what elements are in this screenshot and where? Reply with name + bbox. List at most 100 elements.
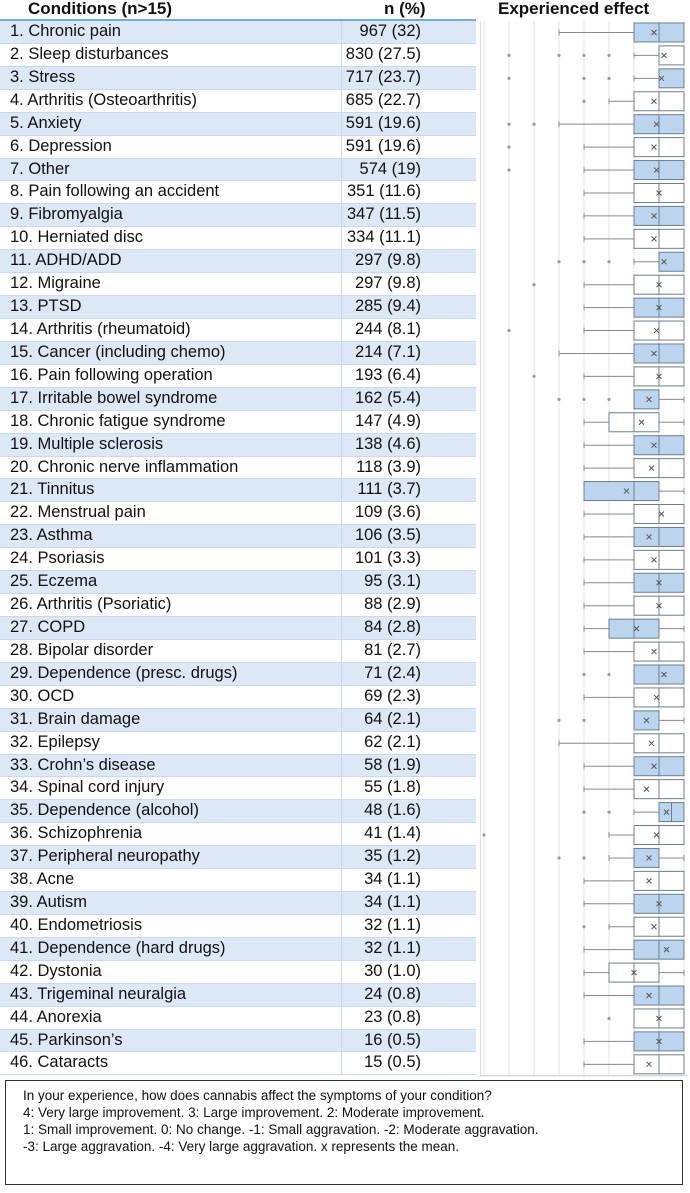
condition-label: 5. Anxiety — [10, 113, 82, 132]
condition-label: 39. Autism — [10, 893, 88, 912]
n-value: 48 (1.6) — [364, 801, 421, 820]
mean-marker — [651, 763, 657, 770]
column-separator — [341, 135, 342, 159]
table-row: 13. PTSD 285 (9.4) — [0, 296, 476, 319]
column-separator — [341, 777, 342, 801]
mean-marker — [656, 373, 662, 380]
column-separator — [341, 112, 342, 136]
condition-label: 26. Arthritis (Psoriatic) — [10, 595, 172, 614]
n-value: 334 (11.1) — [347, 228, 421, 247]
n-value: 591 (19.6) — [345, 136, 421, 155]
mean-marker — [643, 717, 650, 724]
table-row: 15. Cancer (including chemo) 214 (7.1) — [0, 341, 476, 365]
condition-label: 21. Tinnitus — [10, 480, 95, 499]
condition-label: 11. ADHD/ADD — [10, 251, 122, 270]
mean-marker — [646, 878, 652, 884]
outlier-point — [607, 53, 611, 57]
box — [633, 389, 660, 410]
outlier-point — [582, 856, 586, 860]
column-separator — [341, 754, 342, 778]
column-separator — [341, 43, 342, 67]
table-row: 11. ADHD/ADD 297 (9.8) — [0, 250, 476, 274]
column-separator — [341, 204, 342, 228]
table-row: 42. Dystonia 30 (1.0) — [0, 960, 476, 984]
box — [658, 45, 685, 66]
outlier-point — [507, 168, 511, 172]
table-row: 18. Chronic fatigue syndrome 147 (4.9) — [0, 410, 476, 434]
column-separator — [341, 181, 342, 205]
mean-marker — [643, 786, 650, 793]
n-value: 285 (9.4) — [354, 297, 421, 316]
mean-marker — [646, 992, 652, 999]
condition-label: 27. COPD — [10, 617, 86, 636]
condition-label: 13. PTSD — [10, 297, 82, 316]
outlier-point — [607, 810, 611, 814]
mean-marker — [651, 442, 657, 449]
column-separator — [341, 892, 342, 915]
condition-label: 20. Chronic nerve inflammation — [10, 457, 239, 476]
outlier-point — [582, 925, 586, 929]
condition-label: 41. Dependence (hard drugs) — [10, 938, 226, 957]
table-row: 21. Tinnitus 111 (3.7) — [0, 479, 476, 503]
column-separator — [341, 800, 342, 824]
column-separator — [341, 158, 342, 182]
mean-marker — [651, 235, 657, 242]
column-separator — [341, 479, 342, 503]
table-row: 38. Acne 34 (1.1) — [0, 869, 476, 893]
n-value: 162 (5.4) — [354, 388, 421, 407]
mean-marker — [651, 98, 657, 105]
mean-marker — [656, 900, 662, 907]
condition-label: 46. Cataracts — [10, 1053, 109, 1072]
mean-marker — [651, 648, 657, 655]
outlier-point — [582, 672, 586, 677]
column-separator — [341, 914, 342, 938]
column-separator — [341, 341, 342, 365]
condition-label: 43. Trigeminal neuralgia — [10, 984, 187, 1003]
n-value: 138 (4.6) — [354, 434, 421, 453]
outlier-point — [532, 374, 536, 379]
column-separator — [341, 364, 342, 388]
n-value: 34 (1.1) — [364, 870, 421, 889]
condition-label: 19. Multiple sclerosis — [10, 434, 164, 453]
table-row: 22. Menstrual pain 109 (3.6) — [0, 502, 476, 526]
conditions-column-header: Conditions (n>15) — [28, 0, 173, 18]
mean-marker — [648, 465, 655, 471]
mean-marker — [651, 350, 657, 357]
column-separator — [341, 662, 342, 686]
n-value: 81 (2.7) — [364, 640, 421, 659]
outlier-point — [607, 260, 611, 264]
column-separator — [341, 869, 342, 893]
mean-marker — [646, 396, 652, 403]
table-row: 40. Endometriosis 32 (1.1) — [0, 914, 476, 938]
n-value: 58 (1.9) — [364, 755, 421, 774]
mean-marker — [651, 557, 657, 563]
table-row: 8. Pain following an accident 351 (11.6) — [0, 181, 476, 205]
mean-marker — [646, 534, 652, 540]
table-row: 17. Irritable bowel syndrome 162 (5.4) — [0, 387, 476, 411]
table-row: 10. Herniated disc 334 (11.1) — [0, 227, 476, 251]
condition-label: 1. Chronic pain — [10, 22, 121, 40]
outlier-point — [507, 76, 511, 80]
condition-label: 29. Dependence (presc. drugs) — [10, 663, 238, 682]
table-row: 34. Spinal cord injury 55 (1.8) — [0, 777, 476, 801]
table-row: 29. Dependence (presc. drugs) 71 (2.4) — [0, 662, 476, 686]
condition-label: 4. Arthritis (Osteoarthritis) — [10, 90, 198, 109]
n-value: 347 (11.5) — [347, 205, 421, 224]
outlier-point — [507, 328, 511, 333]
mean-marker — [623, 488, 630, 494]
mean-marker — [663, 809, 670, 815]
column-separator — [341, 823, 342, 847]
n-value: 967 (32) — [359, 22, 421, 40]
mean-marker — [653, 121, 660, 128]
condition-label: 45. Parkinson’s — [10, 1030, 123, 1049]
table-row: 37. Peripheral neuropathy 35 (1.2) — [0, 846, 476, 870]
table-row: 41. Dependence (hard drugs) 32 (1.1) — [0, 937, 476, 961]
n-value: 34 (1.1) — [364, 893, 421, 912]
header-rule — [0, 19, 476, 21]
condition-label: 15. Cancer (including chemo) — [10, 342, 226, 361]
n-value: 118 (3.9) — [356, 457, 421, 476]
column-separator — [341, 410, 342, 434]
condition-label: 44. Anorexia — [10, 1007, 102, 1026]
column-separator — [341, 433, 342, 457]
table-row: 14. Arthritis (rheumatoid) 244 (8.1) — [0, 318, 476, 342]
